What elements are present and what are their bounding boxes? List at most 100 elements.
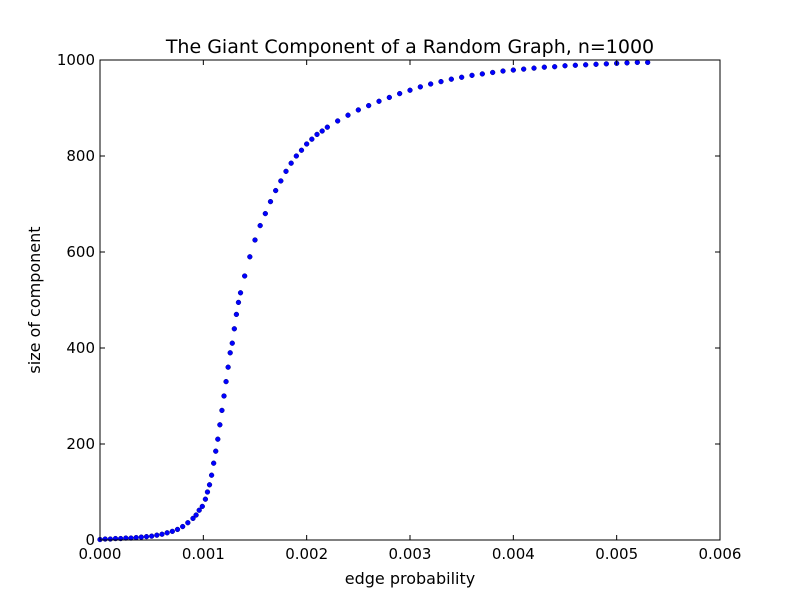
data-point [634, 59, 640, 66]
data-point [242, 273, 248, 279]
x-tick-label: 0.006 [699, 545, 742, 563]
data-point [185, 520, 191, 526]
data-point [213, 448, 219, 454]
x-axis-label: edge probability [345, 569, 475, 588]
data-point [208, 472, 215, 478]
data-point [309, 136, 315, 142]
data-point [180, 523, 186, 530]
data-point [233, 311, 240, 318]
data-point [500, 68, 506, 74]
data-point [235, 299, 242, 306]
data-point [438, 78, 444, 85]
x-tick-label: 0.005 [595, 545, 638, 563]
data-point [298, 147, 305, 153]
data-point [319, 128, 325, 134]
data-point [211, 460, 217, 466]
data-point [199, 503, 205, 510]
data-point [304, 141, 310, 147]
y-tick-label: 800 [66, 147, 95, 165]
data-point [159, 531, 165, 537]
data-point [252, 237, 258, 243]
y-tick-label: 600 [66, 243, 95, 261]
data-point [278, 178, 284, 184]
data-point [219, 407, 225, 414]
data-point [221, 393, 227, 399]
data-point [603, 61, 609, 67]
data-point [164, 530, 170, 536]
data-point [204, 489, 211, 495]
data-point [366, 102, 372, 109]
y-tick-label: 200 [66, 435, 95, 453]
data-point [149, 533, 155, 539]
data-point [572, 62, 578, 68]
data-point [273, 187, 279, 194]
data-point [267, 198, 274, 205]
x-tick-label: 0.004 [492, 545, 535, 563]
data-point [562, 63, 568, 69]
data-point [229, 340, 235, 346]
data-point [202, 496, 209, 502]
data-point [107, 536, 113, 542]
x-tick-label: 0.002 [285, 545, 328, 563]
data-point [355, 107, 361, 113]
data-point [531, 65, 537, 71]
data-point [196, 507, 202, 513]
data-point [428, 81, 434, 87]
data-point [247, 254, 253, 260]
data-point [237, 290, 244, 296]
chart-title: The Giant Component of a Random Graph, n… [165, 36, 654, 58]
ticks-layer: 0.000 0.001 0.002 0.003 0.004 0.005 0.006 0 200 4… [57, 51, 742, 563]
data-point [552, 64, 558, 70]
data-point [154, 532, 160, 538]
data-point [217, 422, 223, 428]
plot-frame [99, 59, 721, 541]
y-tick-label: 1000 [57, 51, 95, 69]
data-point [293, 153, 299, 159]
data-point [510, 67, 516, 73]
x-tick-label: 0.003 [389, 545, 432, 563]
x-tick-label: 0.001 [182, 545, 225, 563]
data-point [193, 512, 199, 518]
data-point [324, 124, 330, 130]
data-point [190, 515, 196, 522]
data-point [479, 71, 485, 77]
data-point [138, 534, 144, 540]
data-point [288, 160, 294, 166]
data-point [143, 533, 150, 540]
data-point [490, 69, 496, 76]
y-axis-label: size of component [25, 226, 44, 373]
data-point [593, 61, 599, 67]
data-point [223, 378, 229, 385]
y-tick-label: 0 [85, 531, 95, 549]
data-point [314, 131, 320, 138]
data-point [102, 536, 108, 542]
data-point [459, 74, 465, 80]
data-point [583, 62, 589, 68]
data-point [521, 66, 527, 72]
data-point [645, 59, 651, 66]
data-point [215, 436, 221, 442]
data-point [407, 87, 413, 93]
data-point [174, 526, 181, 533]
data-point [133, 534, 139, 541]
data-point [225, 364, 231, 370]
data-point [469, 72, 475, 79]
data-point [345, 112, 351, 118]
data-point [283, 168, 289, 175]
data-point [335, 118, 341, 124]
data-point [231, 326, 237, 332]
data-point [624, 60, 630, 66]
data-point [257, 222, 263, 229]
x-tick-label: 0.000 [79, 545, 122, 563]
data-point [262, 210, 268, 217]
data-point [376, 98, 382, 104]
data-point [417, 84, 423, 90]
data-point [541, 64, 547, 70]
points-layer [97, 59, 651, 543]
data-point [397, 90, 403, 97]
data-point [448, 76, 454, 82]
y-tick-label: 400 [66, 339, 95, 357]
data-point [169, 528, 175, 535]
data-point [386, 94, 392, 101]
